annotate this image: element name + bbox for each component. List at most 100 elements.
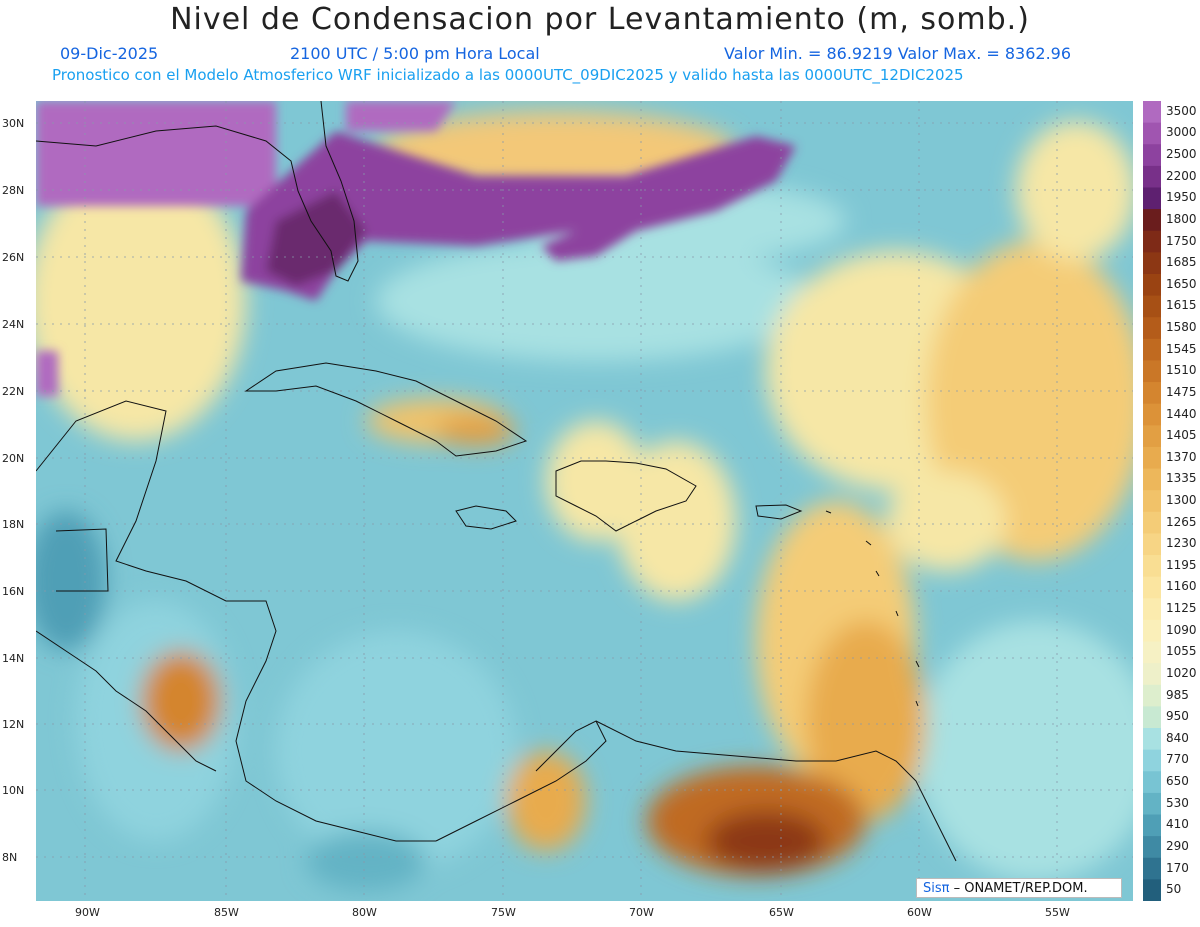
legend-label: 1020 — [1166, 665, 1197, 680]
legend-label: 1580 — [1166, 320, 1197, 335]
legend-label: 650 — [1166, 774, 1189, 789]
legend-swatch — [1143, 511, 1161, 534]
legend-swatch — [1143, 814, 1161, 837]
lat-label: 22N — [2, 385, 25, 398]
legend-swatch — [1143, 252, 1161, 275]
legend-label: 1545 — [1166, 341, 1197, 356]
lon-label: 85W — [214, 906, 239, 919]
legend-swatch — [1143, 663, 1161, 686]
legend-swatch — [1143, 360, 1161, 383]
legend-swatch — [1143, 101, 1161, 124]
legend-swatch — [1143, 533, 1161, 556]
legend-label: 410 — [1166, 817, 1189, 832]
legend-label: 170 — [1166, 860, 1189, 875]
legend-swatch — [1143, 382, 1161, 405]
legend-label: 985 — [1166, 687, 1189, 702]
legend-swatch — [1143, 425, 1161, 448]
legend-swatch — [1143, 403, 1161, 426]
lat-label: 8N — [2, 851, 18, 864]
legend-swatch — [1143, 619, 1161, 643]
legend-label: 1125 — [1166, 601, 1197, 616]
legend-label: 1230 — [1166, 536, 1197, 551]
legend-label: 1800 — [1166, 211, 1197, 226]
lat-label: 26N — [2, 251, 25, 264]
credit-brand: Sisπ — [923, 881, 950, 896]
legend-swatch — [1143, 144, 1161, 167]
legend-swatch — [1143, 209, 1161, 232]
lon-label: 55W — [1045, 906, 1070, 919]
legend-label: 1265 — [1166, 514, 1197, 529]
lon-label: 60W — [907, 906, 932, 919]
legend-label: 840 — [1166, 730, 1189, 745]
forecast-note: Pronostico con el Modelo Atmosferico WRF… — [52, 66, 964, 84]
lon-label: 90W — [75, 906, 100, 919]
legend-label: 1090 — [1166, 622, 1197, 637]
lat-label: 16N — [2, 585, 25, 598]
legend-swatch — [1143, 857, 1161, 880]
legend-swatch — [1143, 273, 1161, 297]
legend-swatch — [1143, 576, 1161, 599]
lat-label: 20N — [2, 452, 25, 465]
legend-label: 1160 — [1166, 579, 1197, 594]
legend-label: 50 — [1166, 882, 1182, 897]
legend-swatch — [1143, 771, 1161, 794]
legend-label: 290 — [1166, 838, 1189, 853]
legend-label: 1650 — [1166, 276, 1197, 291]
legend-swatch — [1143, 879, 1161, 901]
legend-label: 530 — [1166, 795, 1189, 810]
value-range: Valor Min. = 86.9219 Valor Max. = 8362.9… — [724, 44, 1072, 63]
legend-label: 2200 — [1166, 168, 1197, 183]
legend-swatch — [1143, 749, 1161, 772]
legend-label: 1300 — [1166, 493, 1197, 507]
legend-label: 950 — [1166, 709, 1189, 724]
legend-swatch — [1143, 836, 1161, 859]
lon-label: 65W — [769, 906, 794, 919]
legend-swatch — [1143, 598, 1161, 621]
legend-swatch — [1143, 468, 1161, 491]
legend-swatch — [1143, 122, 1161, 145]
legend-swatch — [1143, 317, 1161, 340]
legend-swatch — [1143, 187, 1161, 210]
legend-label: 1055 — [1166, 644, 1197, 659]
legend-swatch — [1143, 230, 1161, 253]
legend-label: 1440 — [1166, 406, 1197, 421]
legend-label: 1475 — [1166, 384, 1197, 399]
lat-label: 18N — [2, 518, 25, 531]
legend-label: 1195 — [1166, 557, 1197, 572]
legend-swatch — [1143, 728, 1161, 751]
lon-label: 75W — [491, 906, 516, 919]
legend-swatch — [1143, 338, 1161, 361]
legend-colorbar — [1143, 101, 1161, 901]
legend-swatch — [1143, 446, 1161, 470]
legend-label: 1950 — [1166, 190, 1197, 205]
legend-label: 3000 — [1166, 125, 1197, 140]
legend-label: 1405 — [1166, 428, 1197, 443]
lat-label: 14N — [2, 652, 25, 665]
coastlines — [36, 101, 957, 862]
legend-swatch — [1143, 706, 1161, 729]
legend-swatch — [1143, 490, 1161, 513]
graticule — [36, 101, 1133, 901]
legend-label: 1750 — [1166, 233, 1197, 248]
lon-label: 70W — [629, 906, 654, 919]
lon-label: 80W — [352, 906, 377, 919]
legend-swatch — [1143, 792, 1161, 816]
legend-label: 1615 — [1166, 298, 1197, 313]
chart-title: Nivel de Condensacion por Levantamiento … — [170, 2, 1030, 37]
legend-label: 1370 — [1166, 449, 1197, 464]
legend-swatch — [1143, 165, 1161, 188]
lat-label: 30N — [2, 117, 25, 130]
legend-label: 3500 — [1166, 103, 1197, 118]
credit-text: – ONAMET/REP.DOM. — [949, 881, 1088, 896]
lat-label: 10N — [2, 784, 25, 797]
legend-swatch — [1143, 555, 1161, 578]
lat-label: 12N — [2, 718, 25, 731]
legend-swatch — [1143, 641, 1161, 664]
forecast-date: 09-Dic-2025 — [60, 44, 159, 63]
legend-label: 1335 — [1166, 471, 1197, 486]
legend-swatch — [1143, 295, 1161, 318]
forecast-time: 2100 UTC / 5:00 pm Hora Local — [290, 44, 540, 63]
lat-label: 24N — [2, 318, 25, 331]
legend-label: 2500 — [1166, 147, 1197, 162]
credit-box: Sisπ – ONAMET/REP.DOM. — [916, 878, 1122, 898]
